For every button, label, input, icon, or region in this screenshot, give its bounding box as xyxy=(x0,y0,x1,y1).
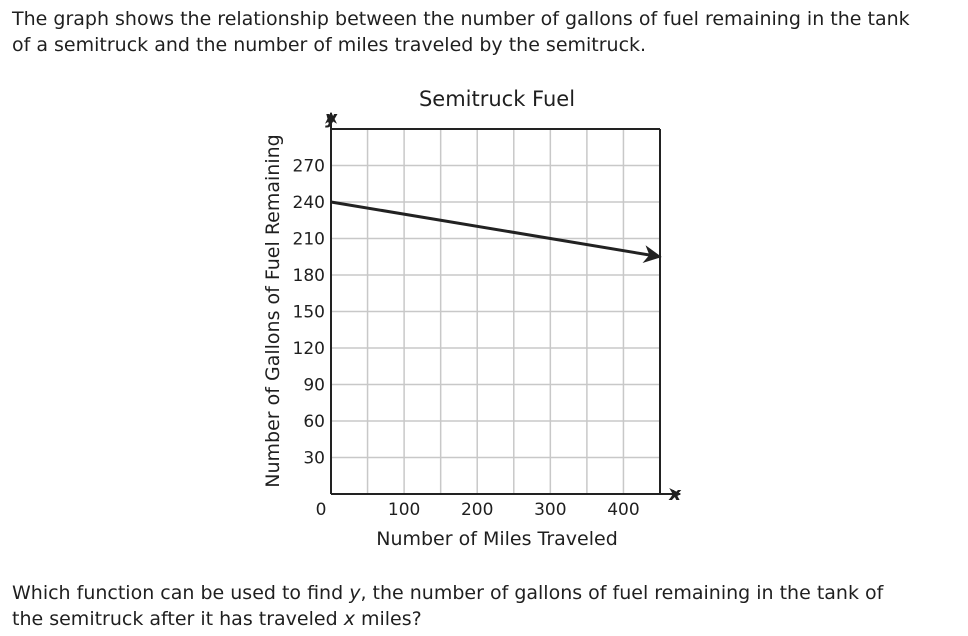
x-axis-label: Number of Miles Traveled xyxy=(376,528,618,550)
y-tick-label-30: 30 xyxy=(303,449,325,469)
y-tick-label-60: 60 xyxy=(303,412,325,432)
x-tick-label-100: 100 xyxy=(388,500,420,520)
y-tick-label-90: 90 xyxy=(303,376,325,396)
question-text: Which function can be used to find y, th… xyxy=(12,580,962,632)
question-var-y: y xyxy=(349,582,361,604)
y-tick-label-120: 120 xyxy=(293,339,325,359)
question-part-2: , the number of gallons of fuel remainin… xyxy=(360,582,884,604)
y-tick-label-270: 270 xyxy=(293,157,325,177)
y-tick-label-210: 210 xyxy=(293,230,325,250)
origin-label: 0 xyxy=(316,500,327,520)
x-tick-label-300: 300 xyxy=(534,500,566,520)
series-line-0 xyxy=(330,200,662,263)
chart-title: Semitruck Fuel xyxy=(419,87,575,111)
y-axis-variable: y xyxy=(325,108,338,129)
y-tick-label-240: 240 xyxy=(293,193,325,213)
y-tick-label-150: 150 xyxy=(293,303,325,323)
y-tick-label-180: 180 xyxy=(293,266,325,286)
question-part-1: Which function can be used to find xyxy=(12,582,350,604)
x-axis-variable: x xyxy=(668,484,682,505)
y-axis-label: Number of Gallons of Fuel Remaining xyxy=(262,134,284,487)
question-part-3: the semitruck after it has traveled xyxy=(12,608,344,630)
x-tick-label-400: 400 xyxy=(607,500,639,520)
question-part-4: miles? xyxy=(354,608,422,630)
intro-line-1: The graph shows the relationship between… xyxy=(12,8,910,30)
intro-text: The graph shows the relationship between… xyxy=(12,6,962,58)
intro-line-2: of a semitruck and the number of miles t… xyxy=(12,34,647,56)
x-tick-label-200: 200 xyxy=(461,500,493,520)
question-var-x: x xyxy=(343,608,355,630)
